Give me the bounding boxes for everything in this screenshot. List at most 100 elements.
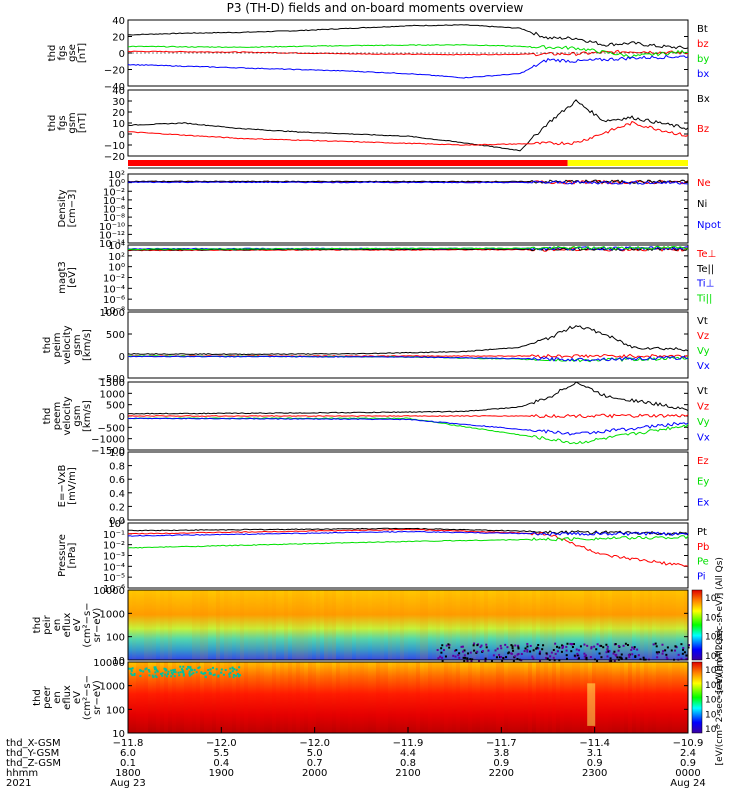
x-row-label: thd_X-GSM [6, 738, 61, 749]
spectrogram-noise [606, 655, 609, 658]
x-tick-label: 2100 [395, 768, 420, 779]
spectrogram-noise [480, 644, 483, 647]
spectrogram-stripe [228, 590, 232, 660]
x-tick-label: 6.0 [120, 748, 136, 759]
spectrogram-noise [188, 672, 191, 675]
spectrogram-noise [532, 649, 535, 652]
spectrogram-noise [552, 656, 555, 659]
y-axis-label: thd [32, 689, 43, 706]
legend-label: by [697, 54, 709, 65]
spectrogram-noise [440, 656, 443, 659]
spectrogram-noise [464, 656, 467, 659]
legend-label: Ni [697, 199, 707, 210]
spectrogram-noise [536, 646, 539, 649]
y-tick-label: 10 [112, 119, 125, 130]
spectrogram-noise [161, 672, 164, 675]
spectrogram-noise [189, 666, 192, 669]
spectrogram-stripe [360, 590, 364, 660]
spectrogram-stripe [472, 590, 476, 660]
spectrogram-stripe [508, 590, 512, 660]
spectrogram-stripe [504, 590, 508, 660]
y-tick-label: 10 [112, 729, 125, 740]
y-axis-label: [nPa] [67, 542, 78, 568]
spectrogram-noise [529, 644, 532, 647]
spectrogram-noise [583, 652, 586, 655]
spectrogram-noise [683, 651, 686, 654]
spectrogram-stripe [264, 662, 268, 733]
spectrogram-stripe [276, 590, 280, 660]
series-line-Pi [127, 530, 689, 537]
y-axis-label: eflux [62, 613, 73, 638]
spectrogram-noise [457, 654, 460, 657]
spectrogram-noise [504, 643, 507, 646]
spectrogram-stripe [416, 590, 420, 660]
series-line-Bx [127, 99, 689, 152]
spectrogram-noise [526, 650, 529, 653]
spectrogram-stripe [216, 590, 220, 660]
x-tick-label: −12.0 [206, 738, 237, 749]
spectrogram-noise [473, 642, 476, 645]
spectrogram-noise [562, 645, 565, 648]
spectrogram-stripe [288, 662, 292, 733]
spectrogram-feature [587, 683, 596, 726]
spectrogram-noise [154, 674, 157, 677]
spectrogram-noise [665, 656, 668, 659]
spectrogram-stripe [396, 662, 400, 733]
spectrogram-stripe [132, 590, 136, 660]
spectrogram-noise [133, 672, 136, 675]
spectrogram-noise [215, 668, 218, 671]
spectrogram-stripe [528, 662, 532, 733]
spectrogram-noise [538, 659, 541, 662]
spectrogram-noise [203, 672, 206, 675]
spectrogram-noise [233, 668, 236, 671]
y-axis-label: Pressure [57, 534, 68, 577]
legend-label: Ey [697, 477, 709, 488]
spectrogram-stripe [132, 662, 136, 733]
spectrogram-noise [685, 657, 688, 660]
spectrogram-stripe [232, 662, 236, 733]
legend-label: Vx [697, 361, 710, 372]
legend-label: Te⊥ [696, 249, 716, 260]
y-axis-label: gsm [72, 405, 83, 426]
spectrogram-stripe [656, 662, 660, 733]
spectrogram-stripe [512, 590, 516, 660]
spectrogram-noise [164, 669, 167, 672]
y-axis-label: thd [42, 408, 53, 425]
y-tick-label: 10⁻⁶ [103, 205, 125, 216]
x-tick-label: 5.0 [307, 748, 323, 759]
series-line-Pe [127, 535, 689, 549]
y-tick-label: 10⁻⁴ [103, 284, 125, 295]
y-axis-label: gsm [67, 112, 78, 133]
spectrogram-noise [224, 669, 227, 672]
y-tick-label: 10000 [93, 586, 125, 597]
spectrogram-noise [173, 675, 176, 678]
y-tick-label: 0 [119, 352, 125, 363]
spectrogram-noise [570, 650, 573, 653]
y-axis-label: velocity [62, 396, 73, 435]
spectrogram-stripe [524, 662, 528, 733]
y-tick-label: 10⁰ [108, 179, 125, 190]
series-line-Pb [127, 528, 689, 567]
spectrogram-stripe [316, 662, 320, 733]
spectrogram-stripe [248, 590, 252, 660]
panel-peer_spectrogram: 10⁸ 10⁶ 10⁴ 10² 10⁰[eV/(cm^2-sec-sr-eV)] (Al… [32, 630, 725, 766]
spectrogram-noise [177, 671, 180, 674]
spectrogram-noise [664, 649, 667, 652]
colorbar-tick-label: 10⁶ [705, 681, 720, 691]
spectrogram-stripe [308, 590, 312, 660]
spectrogram-stripe [600, 590, 604, 660]
spectrogram-noise [625, 657, 628, 660]
spectrogram-noise [598, 652, 601, 655]
panel-peim_velocity: 1000 500 0 −500 thd peim velocity gsm [km/s] Vt Vz… [42, 308, 710, 385]
spectrogram-noise [570, 643, 573, 646]
spectrogram-noise [575, 648, 578, 651]
spectrogram-stripe [300, 590, 304, 660]
y-tick-label: 10² [108, 252, 125, 263]
y-axis-label: magt3 [57, 261, 68, 294]
y-tick-label: 40 [112, 86, 125, 97]
spectrogram-stripe [672, 662, 676, 733]
y-tick-label: −500 [98, 374, 125, 385]
spectrogram-stripe [480, 590, 484, 660]
spectrogram-noise [228, 675, 231, 678]
spectrogram-noise [510, 652, 513, 655]
